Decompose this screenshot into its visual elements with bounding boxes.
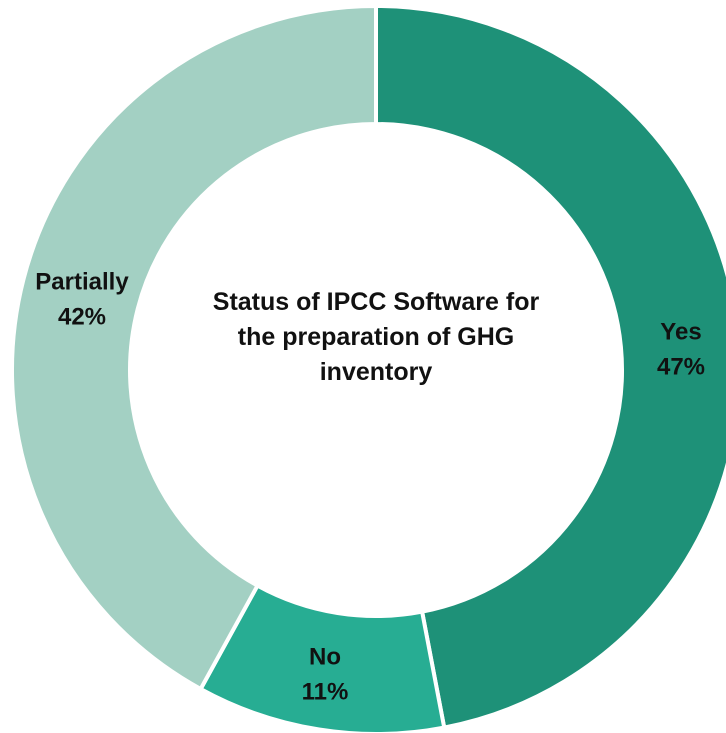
value-label: 11% [302, 678, 349, 705]
chart-title: Status of IPCC Software for the preparat… [212, 288, 540, 386]
value-label: 42% [58, 303, 106, 330]
segment-label: Yes [660, 318, 701, 345]
donut-segment [374, 3, 726, 730]
donut-segment [10, 3, 378, 692]
value-label: 47% [657, 353, 705, 380]
segment-label: No [309, 643, 341, 670]
segment-label: Partially [35, 268, 129, 295]
